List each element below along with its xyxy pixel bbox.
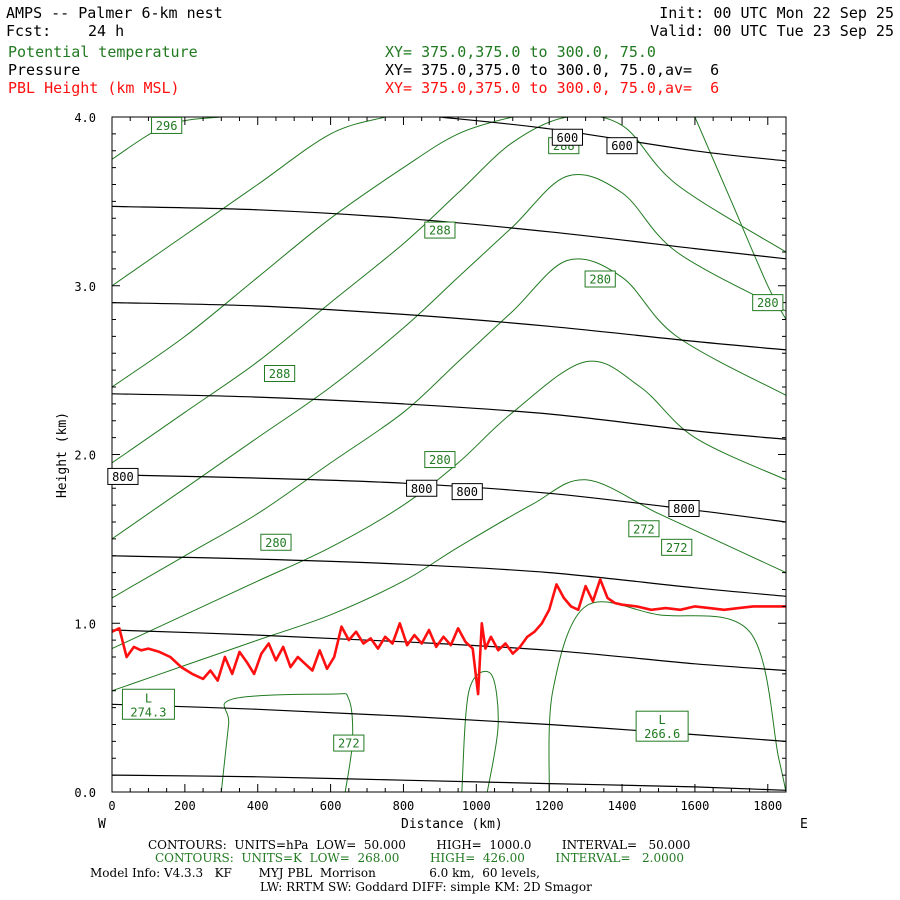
valid-time: Valid: 00 UTC Tue 23 Sep 25: [650, 22, 894, 40]
x-tick-label: 200: [174, 799, 196, 813]
theta-label: 272: [633, 522, 655, 536]
theta-contour-theta-cell-east: [548, 601, 786, 792]
footer-pressure-contours: CONTOURS: UNITS=hPa LOW= 50.000 HIGH= 10…: [148, 838, 691, 852]
pressure-label-box: [406, 479, 438, 497]
theta-contour-theta-e: [112, 117, 786, 464]
theta-contour-theta-b: [112, 360, 786, 650]
pressure-contour-pressure-550: [112, 205, 786, 260]
pressure-contour-pressure-850: [112, 703, 786, 742]
low-value: 266.6: [644, 727, 680, 741]
theta-label: 296: [156, 119, 178, 133]
theta-label-box: [151, 116, 183, 134]
forecast-value: 24 h: [88, 22, 125, 40]
theta-label-box: [424, 451, 456, 469]
theta-label-box: [333, 734, 365, 752]
theta-contour-theta-i: [694, 117, 786, 320]
field-theta-name: Potential temperature: [8, 43, 198, 61]
theta-label: 280: [429, 453, 451, 467]
x-tick-label: 400: [247, 799, 269, 813]
x-tick-label: 1000: [462, 799, 491, 813]
theta-label-box: [661, 538, 693, 556]
low-box: [635, 710, 689, 742]
y-tick-label: 2.0: [74, 449, 96, 463]
pressure-label: 600: [611, 139, 633, 153]
pressure-label-box: [451, 483, 483, 501]
field-pressure-xy: XY= 375.0,375.0 to 300.0, 75.0,av= 6: [385, 61, 720, 79]
theta-contour-theta-f: [112, 117, 531, 388]
theta-contour-theta-h: [112, 117, 258, 160]
y-tick-label: 3.0: [74, 280, 96, 294]
x-tick-label: 600: [320, 799, 342, 813]
pressure-label-box: [551, 128, 584, 146]
theta-label-box: [752, 294, 784, 312]
forecast-label: Fcst:: [6, 22, 52, 40]
pressure-label-box: [606, 137, 638, 155]
theta-label-box: [260, 533, 292, 551]
field-theta-xy: XY= 375.0,375.0 to 300.0, 75.0: [385, 43, 656, 61]
field-pbl-xy: XY= 375.0,375.0 to 300.0, 75.0,av= 6: [385, 79, 720, 97]
y-tick-label: 1.0: [74, 617, 96, 631]
theta-label: 272: [666, 541, 688, 555]
y-tick-label: 4.0: [74, 111, 96, 125]
theta-label: 280: [757, 296, 779, 310]
pressure-label: 800: [456, 485, 478, 499]
pressure-label: 800: [673, 502, 695, 516]
x-tick-label: 800: [393, 799, 415, 813]
theta-contour-theta-g: [112, 117, 386, 287]
theta-label-box: [263, 365, 296, 382]
y-axis-label: Height (km): [55, 411, 71, 498]
east-marker: E: [800, 817, 808, 832]
theta-contour-theta-cell-mid: [461, 670, 499, 792]
init-time: Init: 00 UTC Mon 22 Sep 25: [659, 4, 894, 22]
pressure-contour-pressure-900: [112, 774, 786, 791]
west-marker: W: [98, 817, 106, 832]
x-tick-label: 0: [108, 799, 115, 813]
footer-physics: LW: RRTM SW: Goddard DIFF: simple KM: 2D…: [260, 880, 592, 894]
x-tick-label: 1800: [753, 799, 782, 813]
pressure-contour-pressure-650: [112, 393, 786, 440]
pressure-label-box: [107, 467, 139, 485]
footer-model-info: Model Info: V4.3.3 KF MYJ PBL Morrison 6…: [90, 866, 540, 880]
pressure-contour-pressure-800: [112, 629, 786, 672]
theta-label: 288: [429, 224, 451, 238]
low-box: [121, 688, 175, 720]
theta-contour-theta-c: [112, 258, 786, 599]
theta-label: 280: [589, 273, 611, 287]
y-tick-label: 0.0: [74, 786, 96, 800]
theta-label: 288: [269, 367, 291, 381]
field-pressure-name: Pressure: [8, 61, 81, 79]
theta-label: 272: [338, 737, 360, 751]
pressure-label: 800: [112, 470, 134, 484]
pressure-label: 600: [557, 131, 579, 145]
pressure-label: 800: [411, 482, 433, 496]
theta-label-box: [628, 520, 660, 538]
footer-theta-contours: CONTOURS: UNITS=K LOW= 268.00 HIGH= 426.…: [155, 851, 684, 865]
pressure-label-box: [668, 500, 700, 517]
low-symbol: L: [659, 713, 666, 727]
x-axis-label: Distance (km): [401, 817, 503, 832]
app-title: AMPS -- Palmer 6-km nest: [6, 4, 223, 22]
theta-label: 280: [265, 536, 287, 550]
pressure-contour-pressure-750: [112, 555, 786, 597]
x-tick-label: 1400: [608, 799, 637, 813]
theta-label-box: [424, 221, 456, 239]
low-value: 274.3: [130, 705, 166, 719]
x-tick-label: 1600: [680, 799, 709, 813]
x-tick-label: 1200: [535, 799, 564, 813]
theta-contour-theta-a: [112, 479, 786, 692]
theta-contour-theta-d: [112, 174, 786, 540]
theta-label-box: [584, 270, 616, 288]
pbl-height-line: [112, 578, 786, 696]
pressure-contour-pressure-600: [112, 302, 786, 351]
low-symbol: L: [145, 691, 152, 705]
field-pbl-name: PBL Height (km MSL): [8, 79, 180, 97]
